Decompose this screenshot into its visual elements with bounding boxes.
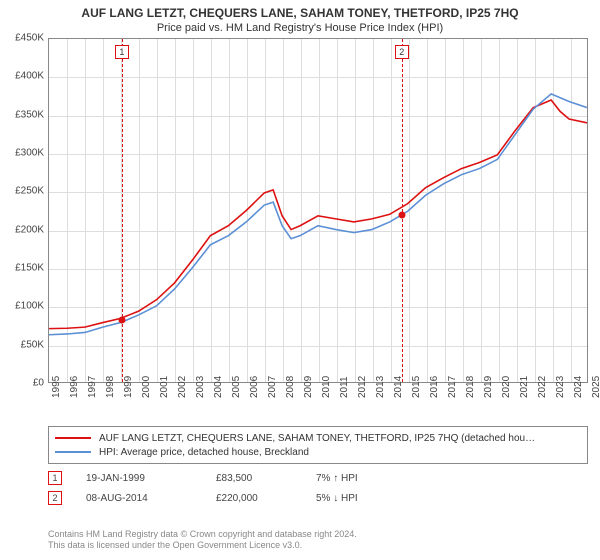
legend: AUF LANG LETZT, CHEQUERS LANE, SAHAM TON… — [48, 426, 588, 464]
sales-row-date: 19-JAN-1999 — [86, 473, 216, 484]
x-tick-label: 1996 — [69, 368, 80, 398]
y-tick-label: £300K — [2, 148, 44, 159]
x-tick-label: 2024 — [573, 368, 584, 398]
sales-row-price: £83,500 — [216, 473, 316, 484]
attribution: Contains HM Land Registry data © Crown c… — [48, 529, 357, 552]
attribution-line: Contains HM Land Registry data © Crown c… — [48, 529, 357, 541]
y-tick-label: £50K — [2, 339, 44, 350]
x-tick-label: 2017 — [447, 368, 458, 398]
x-tick-label: 2010 — [321, 368, 332, 398]
x-tick-label: 2016 — [429, 368, 440, 398]
y-tick-label: £0 — [2, 378, 44, 389]
sales-row-marker: 2 — [48, 491, 62, 505]
x-tick-label: 2009 — [303, 368, 314, 398]
legend-label: HPI: Average price, detached house, Brec… — [99, 447, 309, 458]
x-tick-label: 2025 — [591, 368, 600, 398]
x-tick-label: 2013 — [375, 368, 386, 398]
x-tick-label: 2020 — [501, 368, 512, 398]
sale-marker-dot — [398, 212, 405, 219]
sales-row-date: 08-AUG-2014 — [86, 493, 216, 504]
legend-label: AUF LANG LETZT, CHEQUERS LANE, SAHAM TON… — [99, 433, 535, 444]
y-tick-label: £100K — [2, 301, 44, 312]
sales-row-marker: 1 — [48, 471, 62, 485]
series-hpi — [49, 94, 587, 335]
x-tick-label: 2008 — [285, 368, 296, 398]
x-tick-label: 2018 — [465, 368, 476, 398]
sale-marker-label: 1 — [115, 45, 129, 59]
x-tick-label: 2019 — [483, 368, 494, 398]
legend-swatch — [55, 451, 91, 453]
sales-row-hpi: 5% ↓ HPI — [316, 493, 436, 504]
y-tick-label: £150K — [2, 263, 44, 274]
sale-marker-line — [402, 39, 403, 382]
page-subtitle: Price paid vs. HM Land Registry's House … — [0, 20, 600, 34]
x-tick-label: 2002 — [177, 368, 188, 398]
y-tick-label: £350K — [2, 109, 44, 120]
x-tick-label: 2004 — [213, 368, 224, 398]
x-tick-label: 2003 — [195, 368, 206, 398]
legend-swatch — [55, 437, 91, 439]
sale-marker-dot — [118, 316, 125, 323]
sales-table: 1 19-JAN-1999£83,5007% ↑ HPI 2 08-AUG-2014£… — [48, 468, 588, 508]
plot-area: 12 — [48, 38, 588, 383]
x-tick-label: 1997 — [87, 368, 98, 398]
page-title: AUF LANG LETZT, CHEQUERS LANE, SAHAM TON… — [0, 0, 600, 20]
y-tick-label: £200K — [2, 224, 44, 235]
x-tick-label: 2005 — [231, 368, 242, 398]
x-tick-label: 2011 — [339, 368, 350, 398]
x-tick-label: 2015 — [411, 368, 422, 398]
x-tick-label: 2021 — [519, 368, 530, 398]
sales-row-hpi: 7% ↑ HPI — [316, 473, 436, 484]
sale-marker-line — [122, 39, 123, 382]
x-tick-label: 1995 — [51, 368, 62, 398]
legend-item: AUF LANG LETZT, CHEQUERS LANE, SAHAM TON… — [55, 431, 581, 445]
series-property — [49, 100, 587, 329]
chart-lines — [49, 39, 587, 382]
legend-item: HPI: Average price, detached house, Brec… — [55, 445, 581, 459]
x-tick-label: 2006 — [249, 368, 260, 398]
sales-row-price: £220,000 — [216, 493, 316, 504]
sales-row: 2 08-AUG-2014£220,0005% ↓ HPI — [48, 488, 588, 508]
chart: £0 £50K £100K £150K £200K £250K £300K £350K £400… — [0, 38, 600, 418]
sales-row: 1 19-JAN-1999£83,5007% ↑ HPI — [48, 468, 588, 488]
x-tick-label: 2022 — [537, 368, 548, 398]
x-tick-label: 2012 — [357, 368, 368, 398]
x-tick-label: 2023 — [555, 368, 566, 398]
y-tick-label: £250K — [2, 186, 44, 197]
x-tick-label: 2001 — [159, 368, 170, 398]
x-tick-label: 2000 — [141, 368, 152, 398]
x-tick-label: 1999 — [123, 368, 134, 398]
x-tick-label: 2014 — [393, 368, 404, 398]
attribution-line: This data is licensed under the Open Gov… — [48, 540, 357, 552]
y-tick-label: £450K — [2, 33, 44, 44]
sale-marker-label: 2 — [395, 45, 409, 59]
y-tick-label: £400K — [2, 71, 44, 82]
x-tick-label: 1998 — [105, 368, 116, 398]
x-tick-label: 2007 — [267, 368, 278, 398]
